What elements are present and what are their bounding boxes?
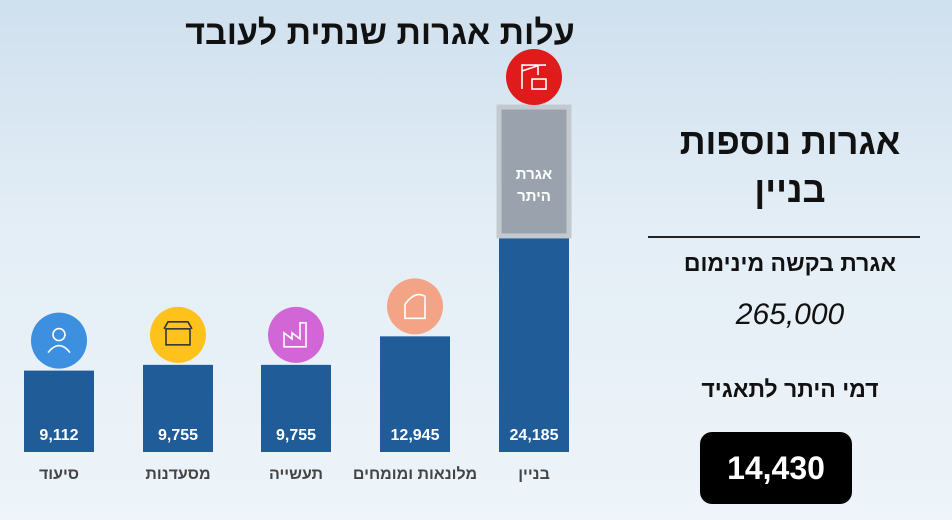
- caregiver-icon-body: [47, 344, 71, 354]
- construction-icon-crane: [521, 64, 546, 90]
- bar-chart: 9,112 סיעוד 9,755 מסעדנות 9,755 תעשייה 12,945 מ…: [24, 49, 572, 483]
- factory-icon-shape: [283, 322, 307, 348]
- bar-3: [380, 336, 450, 452]
- side-subheading-permit-fee: דמי היתר לתאגיד: [701, 376, 879, 402]
- side-heading-line1: אגרות נוספות: [679, 121, 901, 162]
- bar-value-label-2: 9,755: [276, 427, 316, 444]
- caregiver-icon-head: [52, 327, 66, 342]
- category-label-2: תעשייה: [269, 466, 323, 483]
- side-panel: אגרות נוספות בניין אגרת בקשה מינימום 265…: [640, 0, 940, 520]
- restaurant-icon-awning: [163, 321, 193, 330]
- side-heading: אגרות נוספות בניין: [640, 118, 940, 214]
- bar-value-label-1: 9,755: [158, 427, 198, 444]
- bar-value-label-3: 12,945: [391, 427, 440, 444]
- category-label-4: בניין: [518, 466, 550, 483]
- side-permit-fee-box: 14,430: [700, 432, 852, 504]
- overlay-bar-permit-fee: [496, 104, 572, 239]
- side-heading-line2: בניין: [754, 169, 826, 210]
- overlay-label-line-0: אגרת: [516, 166, 552, 183]
- overlay-label-line-1: היתר: [517, 188, 551, 205]
- construction-icon-building: [531, 78, 547, 90]
- bar-1: [143, 364, 213, 452]
- bar-value-label-0: 9,112: [39, 427, 78, 444]
- category-label-0: סיעוד: [39, 466, 79, 483]
- category-label-1: מסעדנות: [145, 466, 210, 483]
- chart-title: עלות אגרות שנתית לעובד: [185, 14, 575, 52]
- construction-icon: [506, 49, 562, 106]
- side-subheading-request-fee: אגרת בקשה מינימום: [683, 250, 897, 276]
- hotel-icon: [387, 278, 443, 335]
- restaurant-icon-shop: [165, 328, 191, 346]
- category-label-3: מלונאות ומומחים: [353, 465, 477, 483]
- bar-4: [499, 235, 569, 452]
- restaurant-icon: [150, 306, 206, 363]
- hotel-icon-shape: [404, 293, 426, 320]
- side-request-fee-amount: 265,000: [735, 298, 845, 331]
- side-divider: [648, 236, 920, 238]
- bar-0: [24, 370, 94, 452]
- bar-2: [261, 364, 331, 452]
- bar-value-label-4: 24,185: [510, 427, 559, 444]
